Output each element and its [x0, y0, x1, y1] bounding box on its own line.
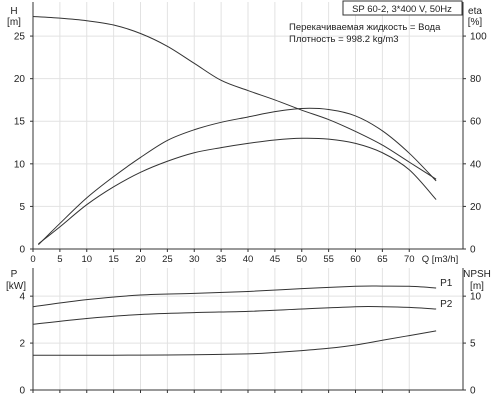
right-axis-label-bottom: [%] [468, 17, 483, 28]
x-tick-label: 70 [404, 254, 415, 265]
annotation-fluid: Перекачиваемая жидкость = Вода [289, 22, 441, 33]
left-tick-label: 20 [14, 74, 26, 85]
x-tick-label: 65 [377, 254, 388, 265]
right-tick-label: 0 [470, 386, 476, 397]
series-line-1-0 [32, 285, 437, 308]
x-tick-label: 0 [30, 254, 35, 265]
left-tick-label: 4 [19, 292, 25, 303]
x-tick-label: 50 [296, 254, 307, 265]
series-line-1-1 [32, 306, 437, 325]
right-tick-label: 5 [470, 339, 476, 350]
x-tick-label: 10 [81, 254, 92, 265]
curve-layer [32, 15, 437, 356]
x-tick-label: 35 [216, 254, 227, 265]
x-tick-label: 15 [108, 254, 119, 265]
series-line-0-2 [38, 137, 437, 245]
right-tick-label: 20 [470, 202, 482, 213]
x-tick-label: 55 [323, 254, 334, 265]
left-tick-label: 15 [14, 117, 26, 128]
annotation-density: Плотность = 998.2 kg/m3 [289, 34, 399, 45]
right-tick-label: 80 [470, 74, 482, 85]
x-axis-label: Q [m3/h] [422, 254, 458, 265]
left-tick-label: 5 [19, 202, 25, 213]
x-tick-label: 5 [57, 254, 62, 265]
series-line-0-1 [38, 107, 437, 246]
bottom-left-axis-label-bottom: [kW] [6, 281, 26, 292]
left-tick-label: 0 [19, 245, 25, 256]
x-tick-label: 45 [270, 254, 281, 265]
x-tick-label: 25 [162, 254, 173, 265]
x-tick-label: 60 [350, 254, 361, 265]
left-tick-label: 0 [19, 386, 25, 397]
chart-title: SP 60-2, 3*400 V, 50Hz [352, 4, 452, 15]
left-tick-label: 25 [14, 32, 26, 43]
right-axis-label-top: eta [468, 6, 482, 17]
right-tick-label: 100 [470, 32, 487, 43]
right-tick-label: 60 [470, 117, 482, 128]
series-label-p2: P2 [440, 299, 453, 310]
series-line-0-0 [32, 15, 437, 180]
series-label-p1: P1 [440, 278, 453, 289]
bottom-right-axis-label-top: NPSH [463, 269, 491, 280]
bottom-right-axis-label-bottom: [m] [470, 281, 484, 292]
left-axis-label-top: H [10, 6, 17, 17]
x-tick-label: 40 [243, 254, 254, 265]
right-tick-label: 10 [470, 292, 482, 303]
right-tick-label: 40 [470, 159, 482, 170]
series-line-1-2 [32, 330, 437, 356]
left-axis-label-bottom: [m] [7, 17, 21, 28]
x-tick-label: 30 [189, 254, 200, 265]
grid-layer [32, 2, 463, 391]
right-tick-label: 0 [470, 245, 476, 256]
left-tick-label: 2 [19, 339, 25, 350]
x-tick-label: 20 [135, 254, 146, 265]
chart-title-box [342, 0, 463, 16]
bottom-left-axis-label-top: P [11, 269, 18, 280]
left-tick-label: 10 [14, 159, 26, 170]
